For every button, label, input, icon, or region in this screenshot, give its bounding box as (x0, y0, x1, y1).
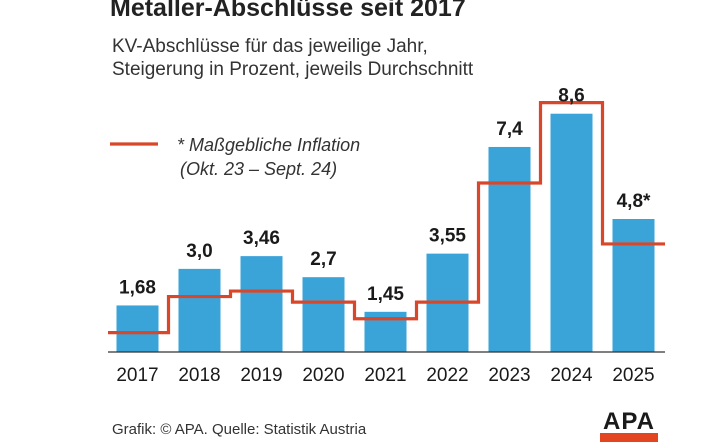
x-tick-2023: 2023 (488, 365, 530, 386)
legend-inflation-period: (Okt. 23 – Sept. 24) (180, 159, 337, 179)
bar-2024 (550, 113, 593, 352)
apa-logo: APA (598, 408, 660, 442)
chart-subtitle-line1: KV-Abschlüsse für das jeweilige Jahr, (112, 36, 428, 57)
apa-logo-text: APA (603, 408, 655, 435)
x-tick-2018: 2018 (178, 365, 220, 386)
bar-label-2021: 1,45 (367, 284, 404, 305)
bar-2020 (302, 277, 345, 352)
legend-inflation-label: * Maßgebliche Inflation (177, 135, 360, 155)
bar-label-2019: 3,46 (243, 228, 280, 249)
bar-label-2022: 3,55 (429, 226, 466, 247)
bar-label-2024: 8,6 (558, 86, 584, 107)
bar-2017 (116, 305, 159, 352)
x-tick-2022: 2022 (426, 365, 468, 386)
x-tick-2020: 2020 (302, 365, 344, 386)
apa-logo-bar (600, 433, 658, 442)
x-tick-2017: 2017 (116, 365, 158, 386)
bar-2023 (488, 146, 531, 352)
bar-label-2023: 7,4 (496, 119, 523, 140)
x-tick-2019: 2019 (240, 365, 282, 386)
x-tick-2021: 2021 (364, 365, 406, 386)
chart-title: Metaller-Abschlüsse seit 2017 (110, 0, 466, 22)
bar-label-2017: 1,68 (119, 277, 156, 298)
source-note: Grafik: © APA. Quelle: Statistik Austria (112, 421, 367, 438)
x-tick-2025: 2025 (612, 365, 654, 386)
bar-label-2018: 3,0 (186, 241, 212, 262)
bar-label-2025: 4,8* (617, 191, 651, 212)
bar-2019 (240, 256, 283, 352)
chart-subtitle-line2: Steigerung in Prozent, jeweils Durchschn… (112, 59, 474, 80)
x-tick-2024: 2024 (550, 365, 593, 386)
bar-label-2020: 2,7 (310, 249, 336, 270)
bar-2018 (178, 268, 221, 352)
inflation-step-line (108, 101, 665, 335)
bar-2025 (612, 219, 655, 352)
